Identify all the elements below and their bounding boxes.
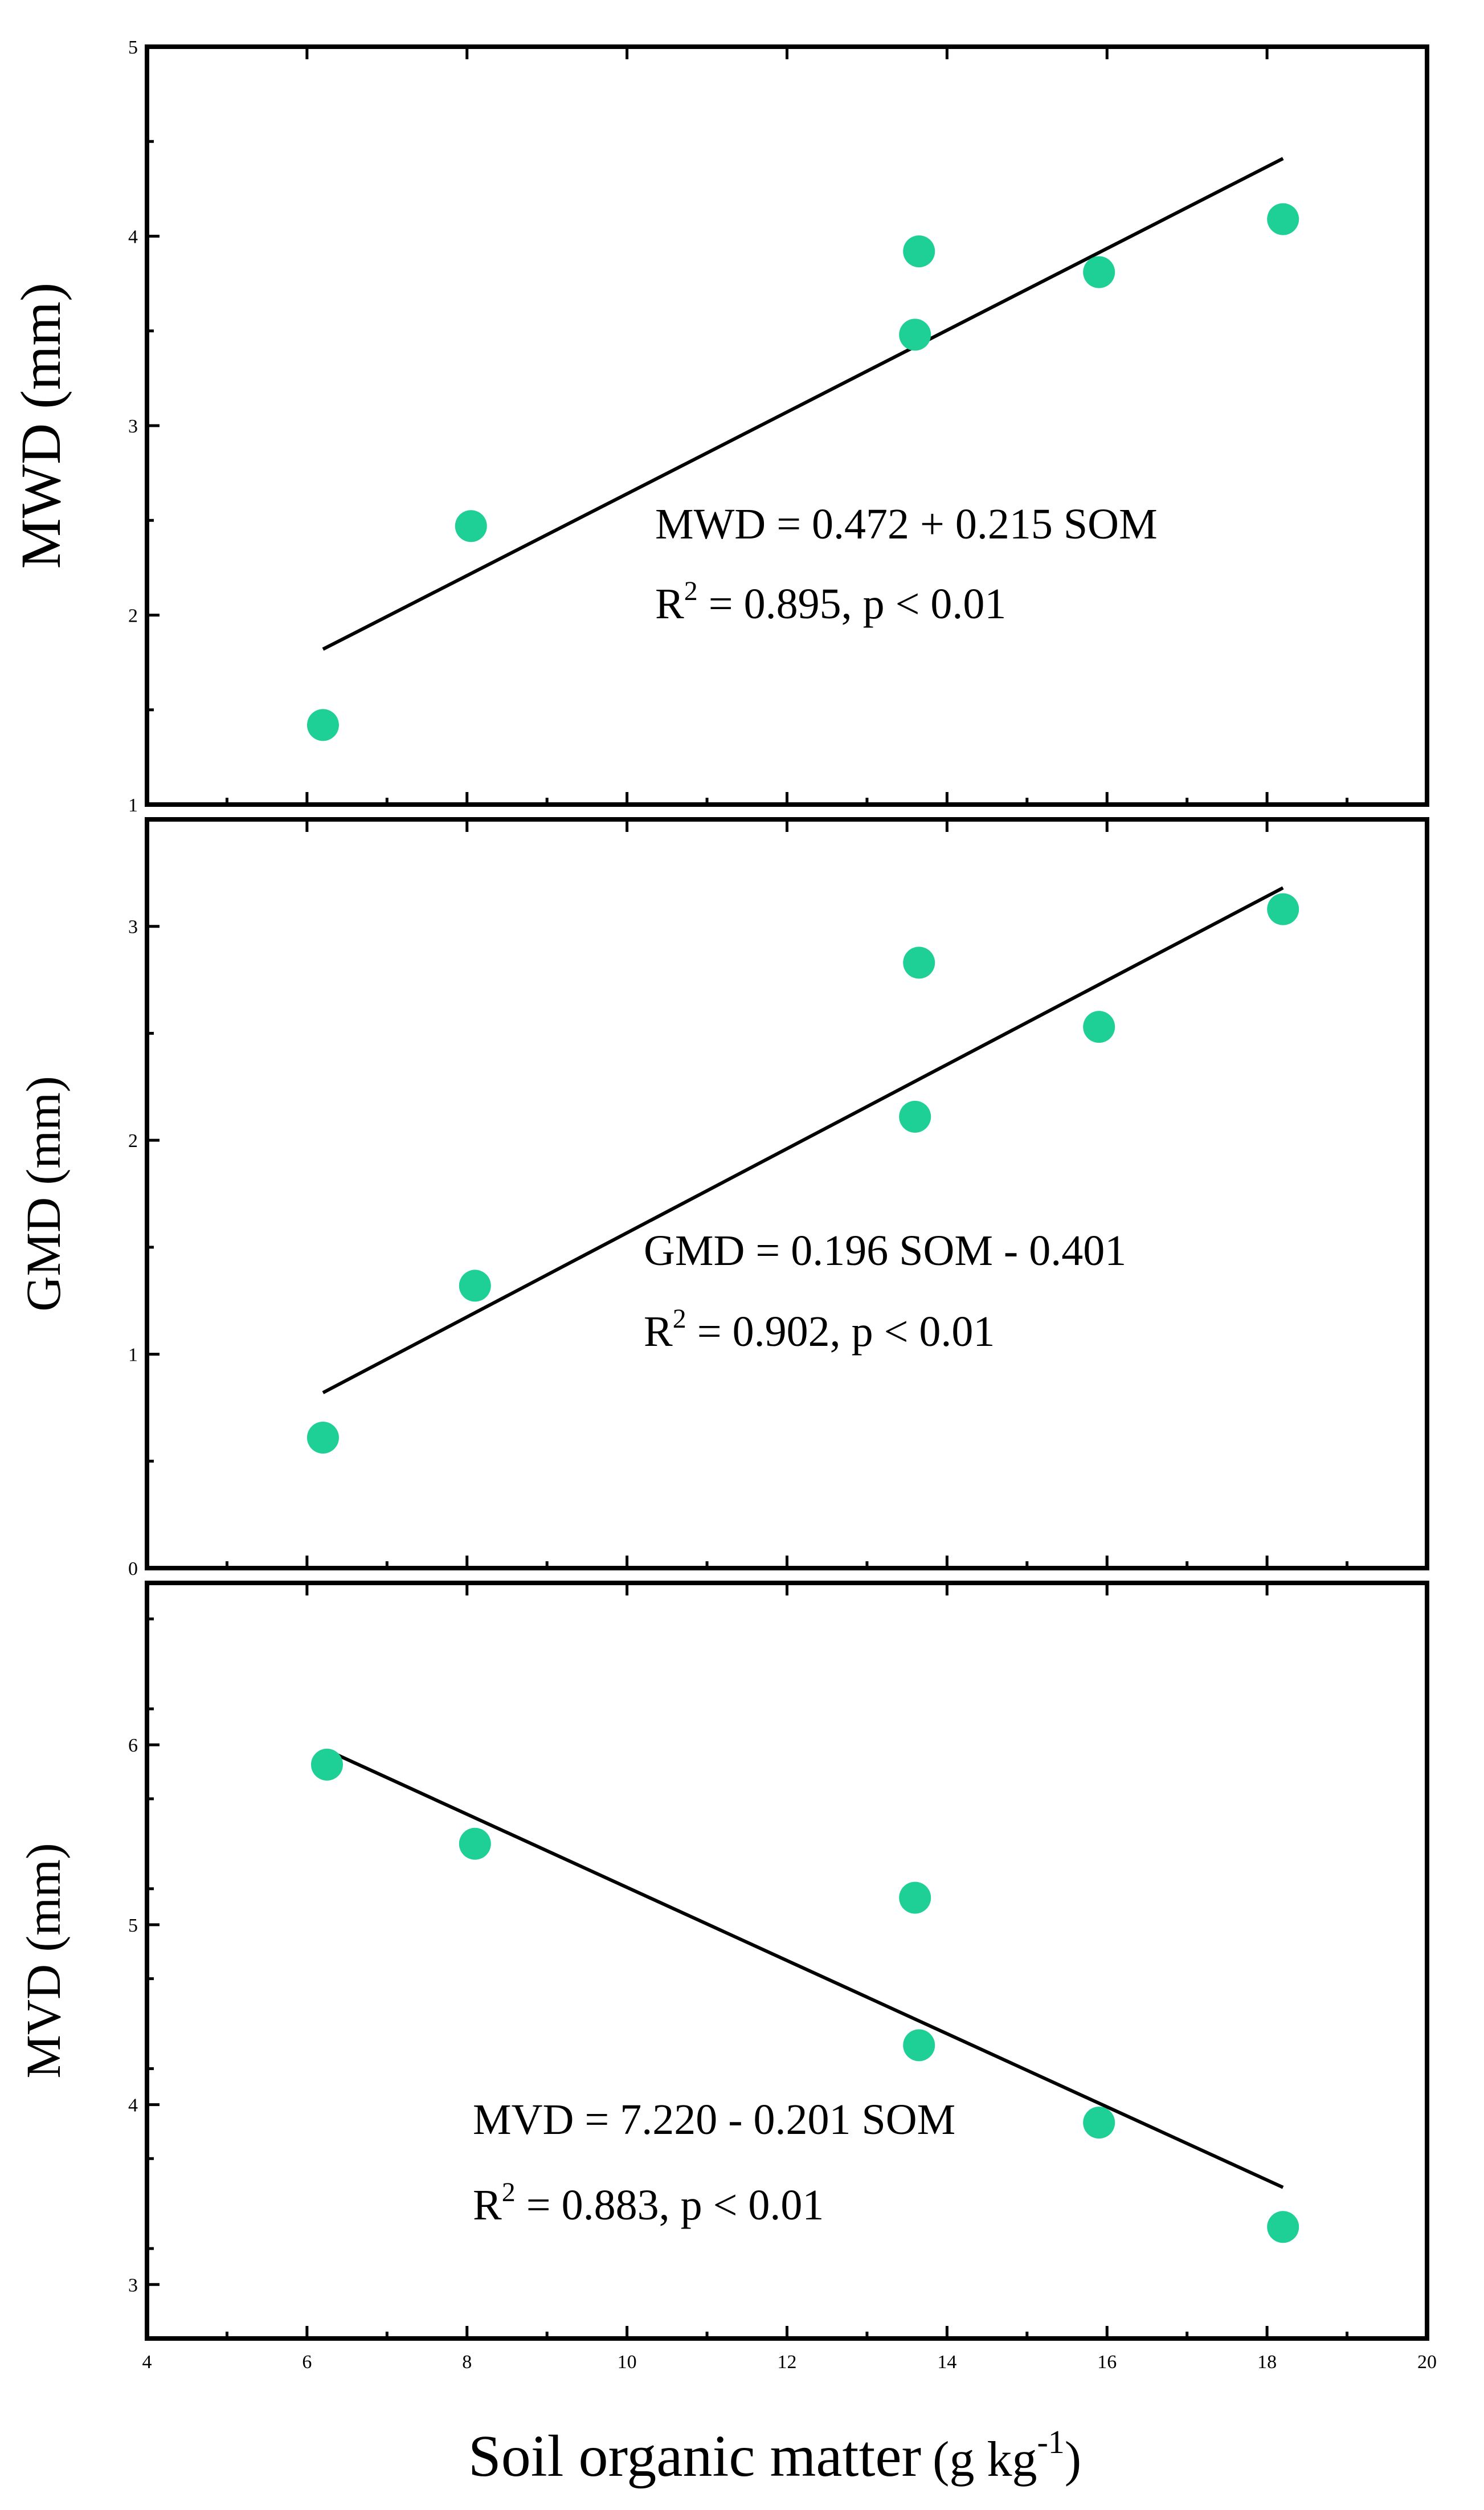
x-tick-label: 12 — [778, 2352, 797, 2373]
x-axis-title-unit-close: ) — [1065, 2432, 1081, 2487]
y-axis-title: GMD (mm) — [16, 1076, 71, 1311]
data-point — [903, 946, 935, 979]
x-tick-label: 14 — [937, 2352, 956, 2373]
data-point — [899, 1100, 931, 1133]
x-tick-label: 20 — [1417, 2352, 1437, 2373]
y-tick-label: 0 — [128, 1558, 138, 1580]
data-point — [306, 1421, 339, 1454]
r-squared-label: R2 = 0.883, p < 0.01 — [473, 2177, 824, 2229]
r-superscript: 2 — [673, 1304, 686, 1334]
y-tick-label: 2 — [128, 1130, 138, 1152]
data-point — [1267, 203, 1299, 235]
y-tick-label: 1 — [128, 795, 138, 816]
data-point — [899, 319, 931, 351]
regression-line — [322, 157, 1284, 651]
r-squared-label: R2 = 0.895, p < 0.01 — [655, 576, 1006, 628]
data-point — [899, 1882, 931, 1914]
y-tick-label: 6 — [128, 1735, 138, 1756]
x-tick-label: 8 — [462, 2352, 472, 2373]
x-axis-title-unit: (g kg — [933, 2432, 1037, 2487]
x-tick-label: 16 — [1097, 2352, 1117, 2373]
data-point — [310, 1748, 343, 1781]
data-point — [306, 709, 339, 741]
y-tick-label: 1 — [128, 1345, 138, 1366]
y-tick-label: 2 — [128, 606, 138, 627]
data-point — [1083, 2107, 1115, 2139]
plot-frame — [145, 817, 1429, 1570]
y-tick-label: 3 — [128, 2275, 138, 2296]
r-label: R — [473, 2181, 502, 2229]
regression-line — [322, 886, 1284, 1394]
y-tick-label: 4 — [128, 227, 138, 248]
r-label: R — [644, 1308, 673, 1356]
y-tick-label: 3 — [128, 917, 138, 938]
y-tick-label: 5 — [128, 37, 138, 58]
r-superscript: 2 — [502, 2177, 516, 2207]
y-tick-label: 3 — [128, 416, 138, 437]
y-tick-label: 4 — [128, 2095, 138, 2116]
x-axis-title-superscript: -1 — [1037, 2423, 1064, 2460]
data-point — [459, 1827, 491, 1860]
data-point — [459, 1270, 491, 1302]
data-point — [1083, 1011, 1115, 1043]
x-axis-title-main: Soil organic matter — [468, 2423, 921, 2489]
r-value: = 0.895, p < 0.01 — [698, 580, 1007, 628]
panel-bottom: 3 4 5 6 4 6 8 10 12 14 16 18 20 MVD (mm) MVD = 7.220 -… — [16, 1581, 1437, 2373]
x-axis-title: Soil organic matter (g kg-1) — [468, 2423, 1081, 2489]
data-point — [903, 235, 935, 268]
x-tick-label: 6 — [302, 2352, 312, 2373]
data-point — [455, 510, 487, 542]
data-point — [1267, 2211, 1299, 2243]
x-tick-label: 4 — [142, 2352, 152, 2373]
regression-equation: GMD = 0.196 SOM - 0.401 — [644, 1227, 1126, 1275]
x-tick-label: 18 — [1257, 2352, 1277, 2373]
data-point — [1267, 893, 1299, 925]
r-value: = 0.902, p < 0.01 — [686, 1308, 995, 1356]
r-squared-label: R2 = 0.902, p < 0.01 — [644, 1304, 995, 1356]
regression-equation: MVD = 7.220 - 0.201 SOM — [473, 2096, 955, 2144]
r-superscript: 2 — [684, 576, 698, 606]
y-axis-title: MVD (mm) — [16, 1843, 71, 2078]
r-value: = 0.883, p < 0.01 — [516, 2181, 824, 2229]
data-point — [903, 2029, 935, 2062]
plot-frame — [145, 44, 1429, 807]
y-tick-label: 5 — [128, 1915, 138, 1936]
data-point — [1083, 256, 1115, 288]
regression-equation: MWD = 0.472 + 0.215 SOM — [655, 500, 1158, 548]
x-tick-label: 10 — [618, 2352, 637, 2373]
regression-line — [330, 1750, 1284, 2189]
y-axis-title: MWD (mm) — [9, 283, 72, 569]
r-label: R — [655, 580, 684, 628]
